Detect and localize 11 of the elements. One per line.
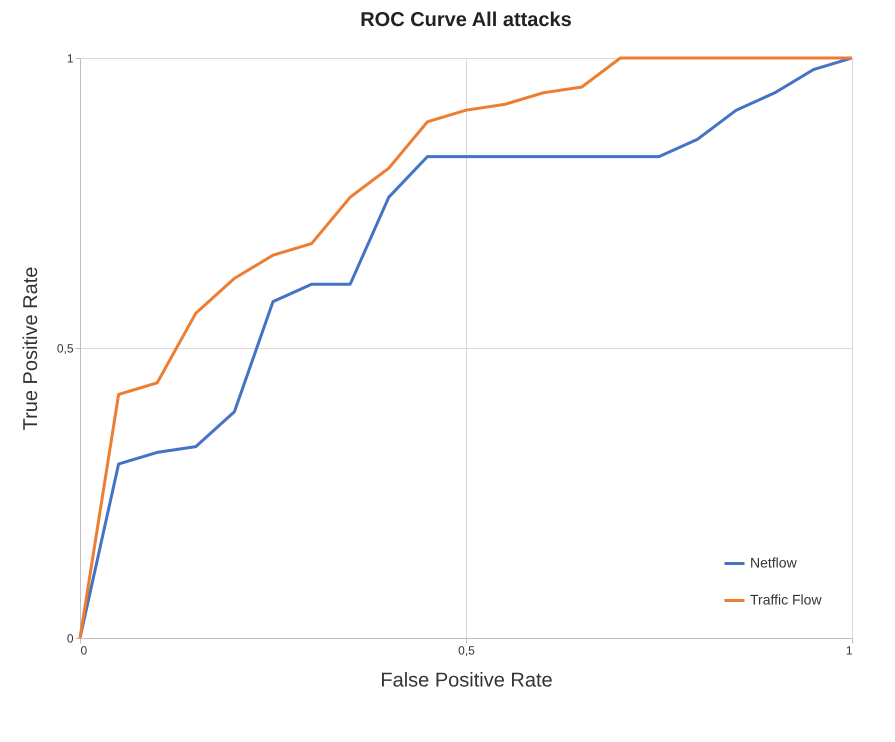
x-tick-label: 1 (846, 644, 853, 658)
y-axis-title: True Positive Rate (20, 266, 42, 430)
y-tick-label: 1 (66, 52, 74, 66)
legend-label: Netflow (750, 554, 798, 570)
chart-title: ROC Curve All attacks (360, 9, 572, 31)
y-tick-label: 0,5 (56, 342, 74, 356)
x-tick-label: 0,5 (458, 644, 476, 658)
y-tick-label: 0 (66, 632, 74, 646)
x-axis-title: False Positive Rate (380, 670, 553, 692)
x-tick-label: 0 (80, 644, 88, 658)
legend-label: Traffic Flow (750, 592, 822, 608)
